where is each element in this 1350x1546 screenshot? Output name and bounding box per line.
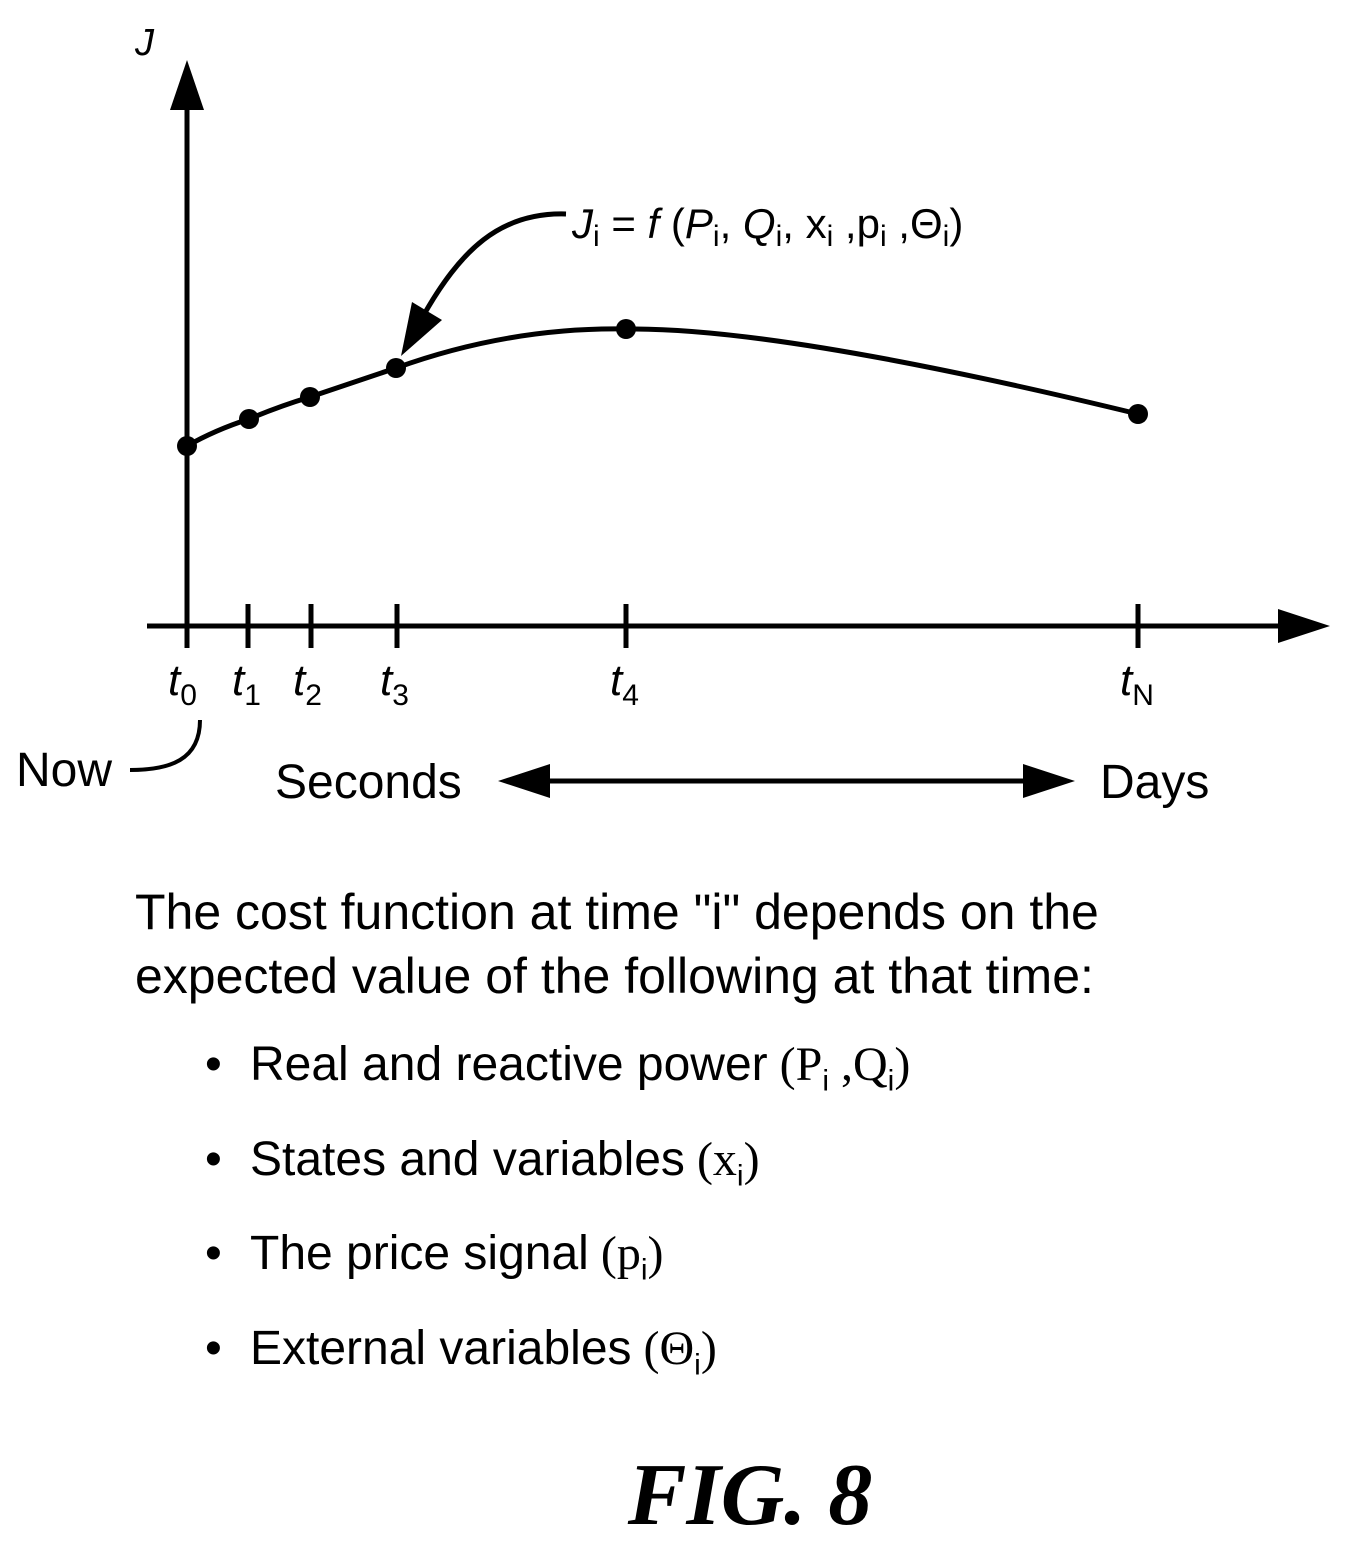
range-label-seconds: Seconds [275, 756, 462, 809]
factor-text: States and variables [250, 1132, 685, 1186]
curve-point-tN [1128, 404, 1148, 424]
figure-caption: FIG. 8 [627, 1447, 873, 1544]
factor-symbol: (xi) [696, 1132, 760, 1193]
now-label: Now [16, 744, 112, 797]
curve-points [177, 319, 1148, 456]
description-line-2: expected value of the following at that … [135, 948, 1094, 1004]
formula-leader-line [419, 211, 567, 320]
factor-symbol: (Pi ,Qi) [779, 1038, 911, 1098]
curve-point-t4 [616, 319, 636, 339]
curve-point-t1 [239, 409, 259, 429]
x-axis-arrowhead [1278, 609, 1330, 643]
tick-label-t4: t4 [610, 656, 639, 712]
range-arrow-left-head [498, 764, 550, 798]
factor-item-power: • Real and reactive power (Pi ,Qi) [205, 1026, 1285, 1121]
bullet-icon: • [205, 1227, 222, 1281]
description-line-1: The cost function at time "i" depends on… [135, 884, 1099, 940]
now-leader-line [129, 719, 202, 772]
cost-curve [185, 326, 1139, 449]
tick-label-t1: t1 [232, 656, 261, 712]
factor-text: The price signal [250, 1227, 589, 1281]
factor-symbol: (Θi) [643, 1321, 717, 1382]
factor-list: • Real and reactive power (Pi ,Qi) • Stat… [135, 1026, 1285, 1404]
bullet-icon: • [205, 1038, 222, 1091]
description-block: The cost function at time "i" depends on… [135, 880, 1285, 1404]
factor-item-price: • The price signal (pi) [205, 1215, 1285, 1310]
curve-point-t3 [386, 358, 406, 378]
curve-point-t0 [177, 436, 197, 456]
tick-label-t3: t3 [380, 656, 409, 712]
factor-text: Real and reactive power [250, 1038, 768, 1091]
tick-label-t0: t0 [168, 656, 197, 712]
formula-leader-arrowhead [401, 302, 442, 356]
tick-label-tN: tN [1120, 656, 1154, 712]
tick-label-t2: t2 [293, 656, 322, 712]
bullet-icon: • [205, 1321, 222, 1375]
factor-item-external: • External variables (Θi) [205, 1310, 1285, 1405]
y-axis-arrowhead [170, 60, 204, 110]
cost-function-diagram: J t0 t1 t2 t3 t4 tN Ji = f (Pi, Qi, xi ,… [16, 22, 1330, 809]
y-axis-label: J [134, 22, 155, 64]
factor-symbol: (pi) [600, 1227, 664, 1287]
formula-label: Ji = f (Pi, Qi, xi ,pi ,Θi) [571, 200, 963, 253]
range-arrow-right-head [1023, 764, 1075, 798]
factor-text: External variables [250, 1321, 632, 1375]
curve-point-t2 [300, 387, 320, 407]
factor-item-states: • States and variables (xi) [205, 1121, 1285, 1216]
range-label-days: Days [1100, 756, 1209, 809]
bullet-icon: • [205, 1132, 222, 1186]
tick-marks [184, 604, 1141, 648]
